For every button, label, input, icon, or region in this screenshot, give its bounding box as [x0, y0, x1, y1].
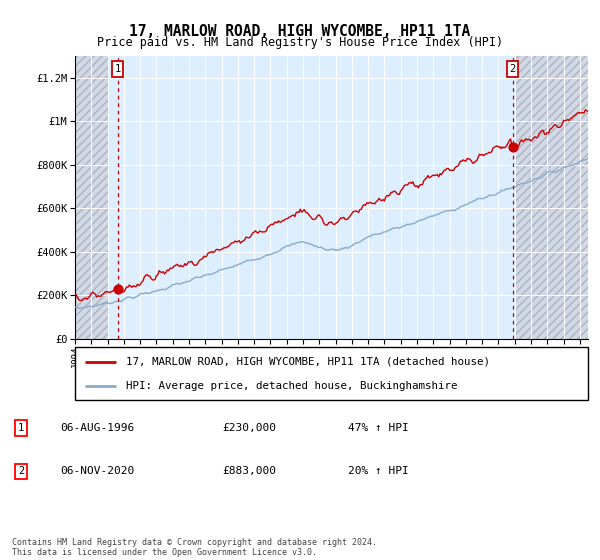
Text: 1: 1: [18, 423, 24, 433]
Text: 2: 2: [18, 466, 24, 477]
Point: [508, 142, 517, 151]
Text: 20% ↑ HPI: 20% ↑ HPI: [348, 466, 409, 477]
Text: 06-AUG-1996: 06-AUG-1996: [60, 423, 134, 433]
Text: 06-NOV-2020: 06-NOV-2020: [60, 466, 134, 477]
FancyBboxPatch shape: [75, 347, 588, 400]
Text: HPI: Average price, detached house, Buckinghamshire: HPI: Average price, detached house, Buck…: [127, 381, 458, 391]
Text: 2: 2: [509, 64, 516, 74]
Text: 1: 1: [115, 64, 121, 74]
Text: 47% ↑ HPI: 47% ↑ HPI: [348, 423, 409, 433]
Text: 17, MARLOW ROAD, HIGH WYCOMBE, HP11 1TA (detached house): 17, MARLOW ROAD, HIGH WYCOMBE, HP11 1TA …: [127, 357, 490, 367]
Text: £883,000: £883,000: [222, 466, 276, 477]
Text: Price paid vs. HM Land Registry's House Price Index (HPI): Price paid vs. HM Land Registry's House …: [97, 36, 503, 49]
Text: £230,000: £230,000: [222, 423, 276, 433]
Point: [113, 284, 122, 293]
Text: 17, MARLOW ROAD, HIGH WYCOMBE, HP11 1TA: 17, MARLOW ROAD, HIGH WYCOMBE, HP11 1TA: [130, 24, 470, 39]
Text: Contains HM Land Registry data © Crown copyright and database right 2024.
This d: Contains HM Land Registry data © Crown c…: [12, 538, 377, 557]
